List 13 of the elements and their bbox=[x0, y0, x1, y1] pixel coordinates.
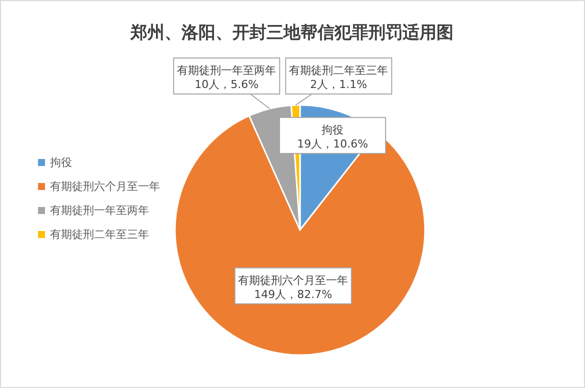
slice-label: 有期徒刑六个月至一年 bbox=[238, 274, 348, 287]
legend-label: 有期徒刑六个月至一年 bbox=[50, 180, 160, 193]
slice-label: 有期徒刑二年至三年 bbox=[289, 64, 388, 77]
data-label: 2人，1.1% bbox=[310, 78, 368, 91]
slice-label: 有期徒刑一年至两年 bbox=[177, 64, 276, 77]
data-label: 19人，10.6% bbox=[297, 137, 368, 150]
data-label: 10人，5.6% bbox=[194, 78, 259, 91]
legend-label: 有期徒刑一年至两年 bbox=[50, 204, 149, 217]
chart-title: 郑州、洛阳、开封三地帮信犯罪刑罚适用图 bbox=[130, 23, 454, 43]
legend-label: 有期徒刑二年至三年 bbox=[50, 228, 149, 241]
data-label: 149人，82.7% bbox=[254, 288, 332, 301]
slice-label: 拘役 bbox=[322, 123, 344, 136]
legend-label: 拘役 bbox=[50, 156, 72, 169]
